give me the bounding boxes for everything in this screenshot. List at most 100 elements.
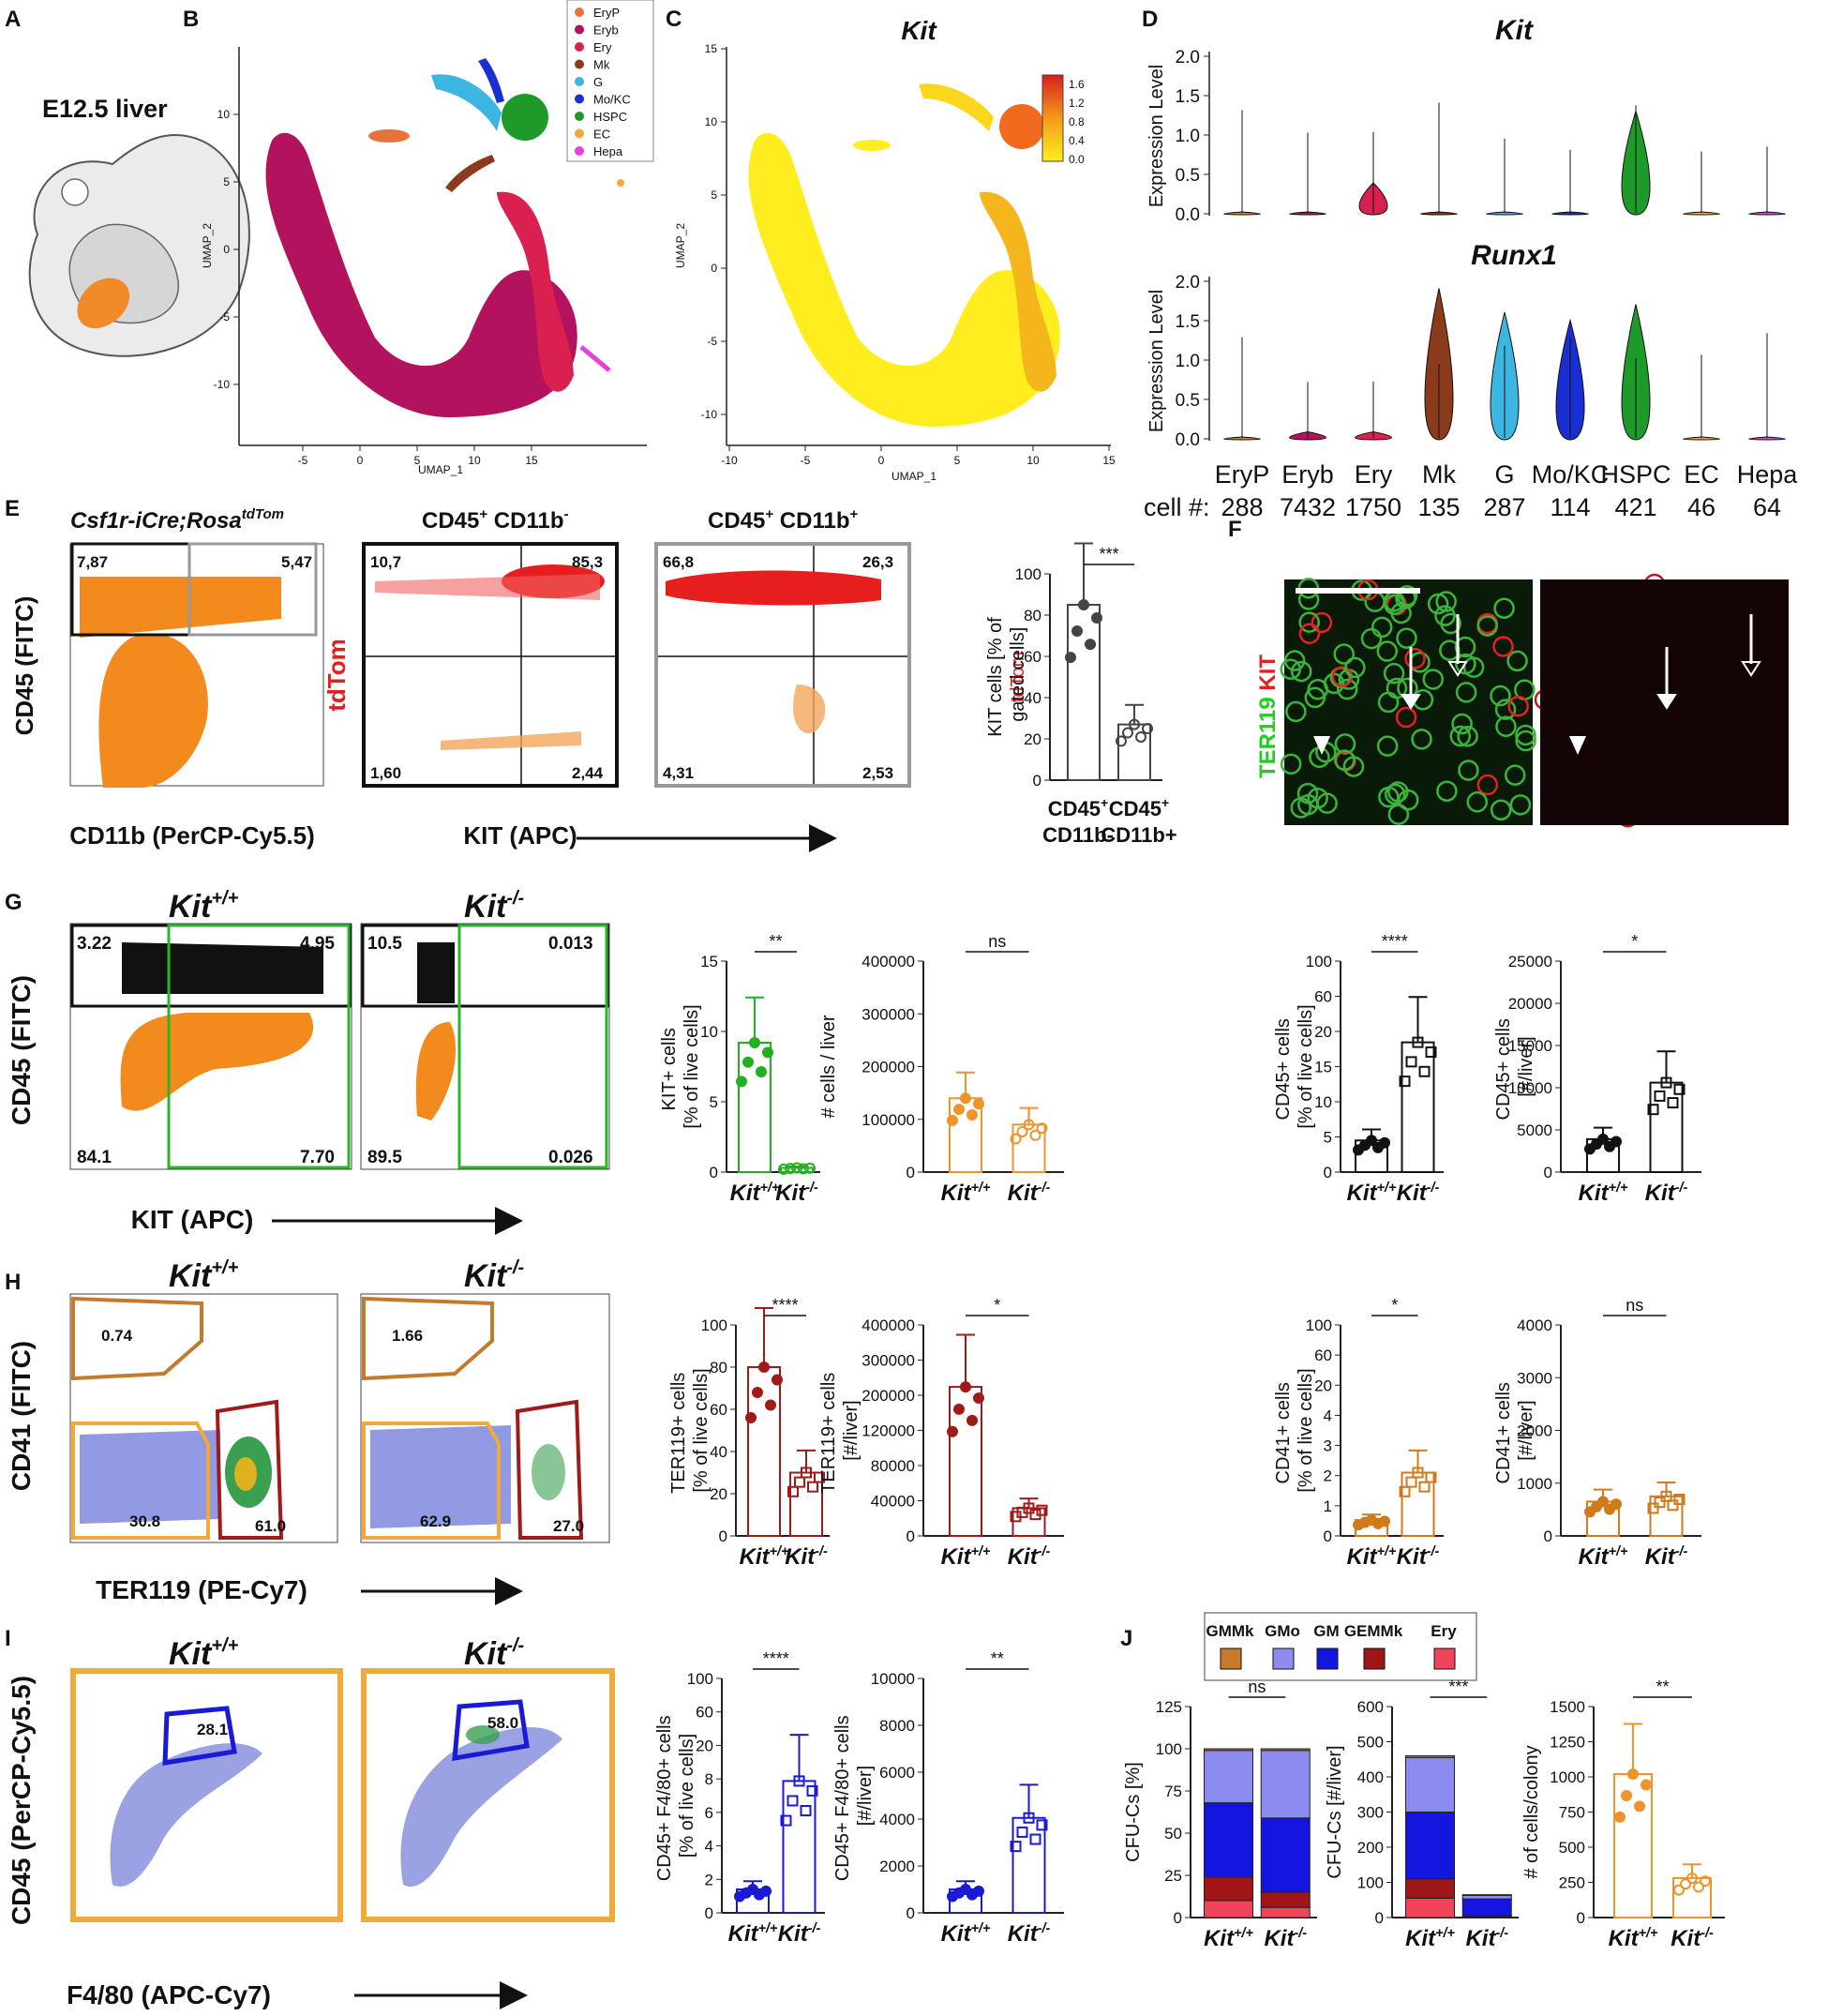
g1-q4: 7.70 [300, 1148, 335, 1167]
d-group-label: Eryb [1281, 460, 1334, 489]
bar-ytick-label: 125 [1156, 1698, 1182, 1716]
bar-ytick-label: 300000 [862, 1352, 915, 1370]
c-xtick-label: 5 [954, 454, 961, 467]
panel-a-title: E12.5 liver [42, 95, 168, 123]
data-point [1072, 626, 1082, 636]
g-ylabel: CD45 (FITC) [7, 975, 36, 1125]
bar-ytick-label: 120000 [862, 1422, 915, 1440]
data-point [1031, 1835, 1041, 1844]
bar-category: Kit+/+ [1579, 1181, 1628, 1206]
cell-count-label: cell #: [1144, 493, 1210, 521]
bar-ytick-label: 100000 [862, 1111, 915, 1129]
umap-ec-cluster [617, 179, 624, 187]
bar-ytick-label: 0 [907, 1527, 915, 1545]
b-ytick-label: -10 [214, 378, 231, 391]
data-point [1622, 1791, 1631, 1800]
stacked-segment [1462, 1895, 1511, 1899]
d-ytick-label: 0.5 [1176, 166, 1200, 186]
bar-ytick-label: 0 [719, 1527, 727, 1545]
e2-q4: 2,44 [572, 764, 604, 782]
g1-q3: 84.1 [77, 1148, 112, 1167]
gene-runx1-title: Runx1 [1471, 240, 1557, 271]
bar-ytick-label: 10 [700, 1023, 718, 1041]
bar-category: Kit+/+ [941, 1921, 991, 1947]
c-ytick-label: 0 [711, 262, 717, 275]
e3-q3: 4,31 [663, 764, 694, 782]
d-ytick-label: 2.0 [1176, 48, 1200, 68]
bar-chart: 1006020151050****CD45+ cells [% of live … [1273, 932, 1444, 1206]
kit-scale-bar [1042, 75, 1063, 161]
c-ytick-label: 5 [711, 188, 717, 202]
data-point [743, 1058, 753, 1067]
c-xtick-label: 10 [1026, 454, 1040, 467]
panel-label-B: B [183, 7, 199, 32]
data-point [974, 1887, 983, 1896]
h-xlabel: TER119 (PE-Cy7) [96, 1575, 307, 1604]
bar-ytick-label: 20000 [1508, 995, 1552, 1013]
data-point [948, 1427, 957, 1437]
bar-ytick-label: 20 [696, 1737, 713, 1754]
bar-ytick-label: 600 [1357, 1698, 1384, 1716]
bar-ylabel: CFU-Cs [%] [1123, 1762, 1144, 1862]
panel-h: Kit+/+ Kit-/- 0.74 30.8 61.0 1.66 62.9 2… [7, 1257, 1701, 1604]
bar-ytick-label: 0 [1324, 1527, 1332, 1545]
bar-ytick-label: 60 [1314, 1347, 1332, 1364]
bar-category: Kit+/+ [740, 1544, 789, 1570]
b-legend-dot [575, 95, 584, 104]
e-kit-xlabel: KIT (APC) [463, 821, 577, 850]
d-group-label: Mo/KC [1532, 460, 1610, 489]
bar-category: Kit-/- [1008, 1181, 1051, 1206]
bar-ytick-label: 3000 [1517, 1369, 1552, 1387]
h2-g2: 62.9 [420, 1512, 451, 1530]
bar-category: Kit+/+ [941, 1181, 991, 1206]
b-legend-dot [575, 129, 584, 139]
data-point [1420, 1067, 1430, 1076]
data-point [772, 1376, 782, 1385]
d-group-label: EryP [1215, 460, 1270, 489]
panel-d: Kit Runx1 Expression Level Expression Le… [1144, 15, 1798, 521]
d-cell-count: 46 [1687, 493, 1716, 521]
b-legend-label: EryP [593, 6, 620, 20]
b-ytick-label: 10 [217, 108, 231, 121]
e2-ylabel: tdTom [322, 639, 351, 712]
panel-b-ylabel: UMAP_2 [201, 223, 214, 268]
data-point [961, 1093, 970, 1103]
bar-ytick-label: 5000 [1517, 1121, 1552, 1139]
bar-ytick-label: 1250 [1550, 1734, 1585, 1752]
panel-label-J: J [1120, 1626, 1132, 1651]
sig-label: **** [763, 1649, 789, 1668]
g2-q4: 0.026 [548, 1148, 593, 1167]
bar-category: Kit-/- [1008, 1921, 1051, 1947]
b-legend-dot [575, 60, 584, 69]
bar-category: Kit+/+ [1579, 1544, 1628, 1570]
stacked-segment [1462, 1895, 1511, 1896]
d-cell-count: 7432 [1280, 493, 1336, 521]
b-legend-label: HSPC [593, 110, 627, 124]
bar-ytick-label: 5 [710, 1093, 718, 1111]
bar-ytick-label: 3 [1324, 1437, 1332, 1455]
c-xtick-label: -10 [721, 454, 738, 467]
stacked-segment [1462, 1899, 1511, 1916]
bar-ylabel: CD41+ cells [#/liver] [1493, 1377, 1536, 1484]
bar-ylabel: KIT cells [% of tdTom gated cells] [985, 617, 1028, 737]
sig-label: ** [769, 932, 782, 951]
data-point [1380, 1138, 1389, 1148]
c-scale-label: 1.2 [1069, 97, 1085, 110]
bar-category: Kit+/+ [1405, 1926, 1455, 1951]
panel-c: Kit -10 -5 0 5 10 15151050-5-10 UMAP_1 UMAP_2… [674, 16, 1116, 483]
data-point [1611, 1137, 1621, 1147]
sig-label: * [1631, 932, 1638, 951]
data-point [1407, 1057, 1416, 1066]
bar-ylabel: CD45+ cells [#/liver] [1493, 1014, 1536, 1121]
bar-ytick-label: 0 [705, 1904, 713, 1922]
stain-label: TER119 KIT [1255, 654, 1281, 778]
b-legend-dot [575, 25, 584, 35]
data-point [974, 1099, 983, 1108]
c-ytick-label: 15 [705, 42, 718, 55]
e2-q3: 1,60 [370, 764, 401, 782]
panel-b: -5 0 5 10 151050-5-10 UMAP_1 UMAP_2 EryPEryb… [201, 0, 653, 476]
sig-label: * [994, 1296, 1000, 1315]
e-cat2b: CD11b+ [1101, 823, 1176, 847]
gene-kit-title: Kit [1495, 15, 1535, 46]
data-point [954, 1405, 964, 1414]
